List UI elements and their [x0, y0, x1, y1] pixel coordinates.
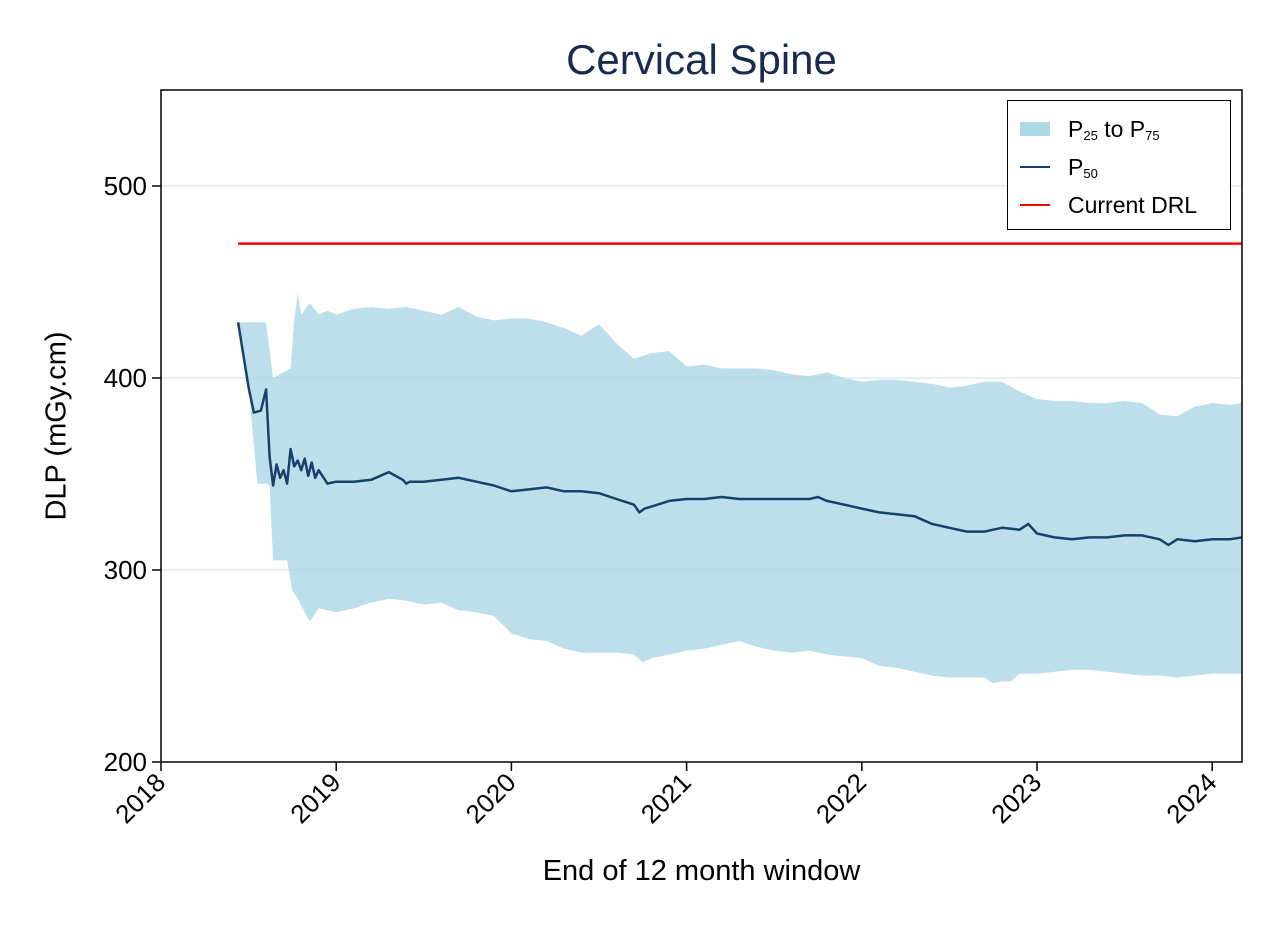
y-tick-label-500: 500: [104, 171, 147, 201]
x-axis-label: End of 12 month window: [542, 855, 861, 887]
x-tick-label-2021: 2021: [635, 767, 697, 829]
legend-item-drl: Current DRL: [1020, 191, 1197, 219]
x-tick-label-2022: 2022: [810, 767, 872, 829]
legend-item-median: P50: [1020, 153, 1098, 181]
legend-item-iqr: P25 to P75: [1020, 115, 1160, 143]
legend-swatch-median: [1020, 166, 1050, 168]
legend: P25 to P75 P50 Current DRL: [1007, 100, 1231, 230]
plot-frame: [160, 89, 1243, 763]
median-line: [236, 322, 1243, 547]
legend-label-drl: Current DRL: [1068, 191, 1198, 218]
chart-title: Cervical Spine: [566, 36, 837, 83]
x-tick-label-2024: 2024: [1160, 767, 1222, 829]
x-tick-label-2023: 2023: [985, 767, 1047, 829]
plot-marks: [236, 242, 1243, 684]
legend-label-iqr: P25 to P75: [1068, 115, 1160, 143]
x-tick-label-2019: 2019: [284, 767, 346, 829]
iqr-band: [238, 293, 1243, 684]
legend-label-median: P50: [1068, 153, 1098, 181]
legend-swatch-drl: [1020, 204, 1050, 206]
x-tick-label-2020: 2020: [460, 767, 522, 829]
y-tick-label-300: 300: [104, 555, 147, 585]
legend-swatch-band: [1020, 122, 1050, 136]
y-axis-label: DLP (mGy.cm): [40, 331, 73, 521]
y-tick-label-400: 400: [104, 363, 147, 393]
y-tick-label-200: 200: [104, 747, 147, 777]
